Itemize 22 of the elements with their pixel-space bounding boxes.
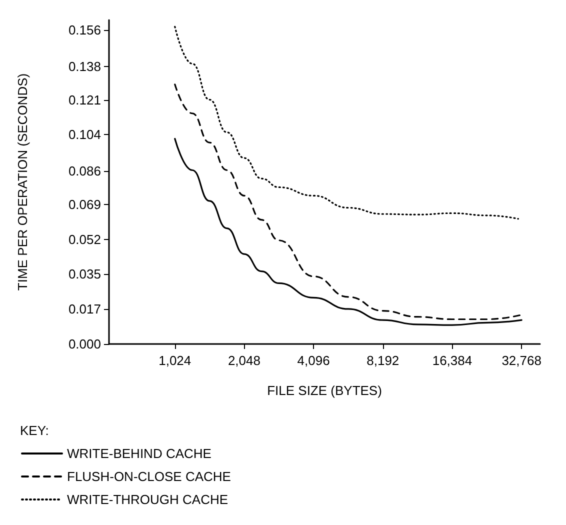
legend-title: KEY: [20, 423, 49, 438]
y-tick-label: 0.086 [68, 163, 101, 178]
legend-label: WRITE-THROUGH CACHE [67, 492, 228, 507]
y-tick-label: 0.104 [68, 127, 101, 142]
y-axis-title: TIME PER OPERATION (SECONDS) [15, 73, 30, 291]
x-tick-label: 8,192 [366, 353, 400, 368]
y-tick-label: 0.069 [68, 196, 101, 212]
x-tick-label: 16,384 [432, 353, 472, 368]
y-tick-label: 0.052 [68, 232, 101, 247]
x-tick-label: 4,096 [297, 353, 330, 368]
y-tick-label: 0.000 [68, 336, 101, 352]
legend-label: WRITE-BEHIND CACHE [67, 446, 212, 461]
x-axis-title: FILE SIZE (BYTES) [267, 383, 382, 398]
x-tick-label: 1,024 [158, 353, 192, 368]
y-tick-label: 0.138 [68, 58, 101, 74]
y-tick-label: 0.017 [68, 302, 101, 317]
y-tick-label: 0.121 [68, 92, 101, 108]
y-tick-label: 0.156 [68, 22, 101, 38]
y-tick-label: 0.035 [68, 266, 101, 282]
x-tick-label: 2,048 [228, 353, 260, 368]
legend-label: FLUSH-ON-CLOSE CACHE [67, 469, 232, 484]
x-tick-label: 32,768 [502, 353, 542, 368]
